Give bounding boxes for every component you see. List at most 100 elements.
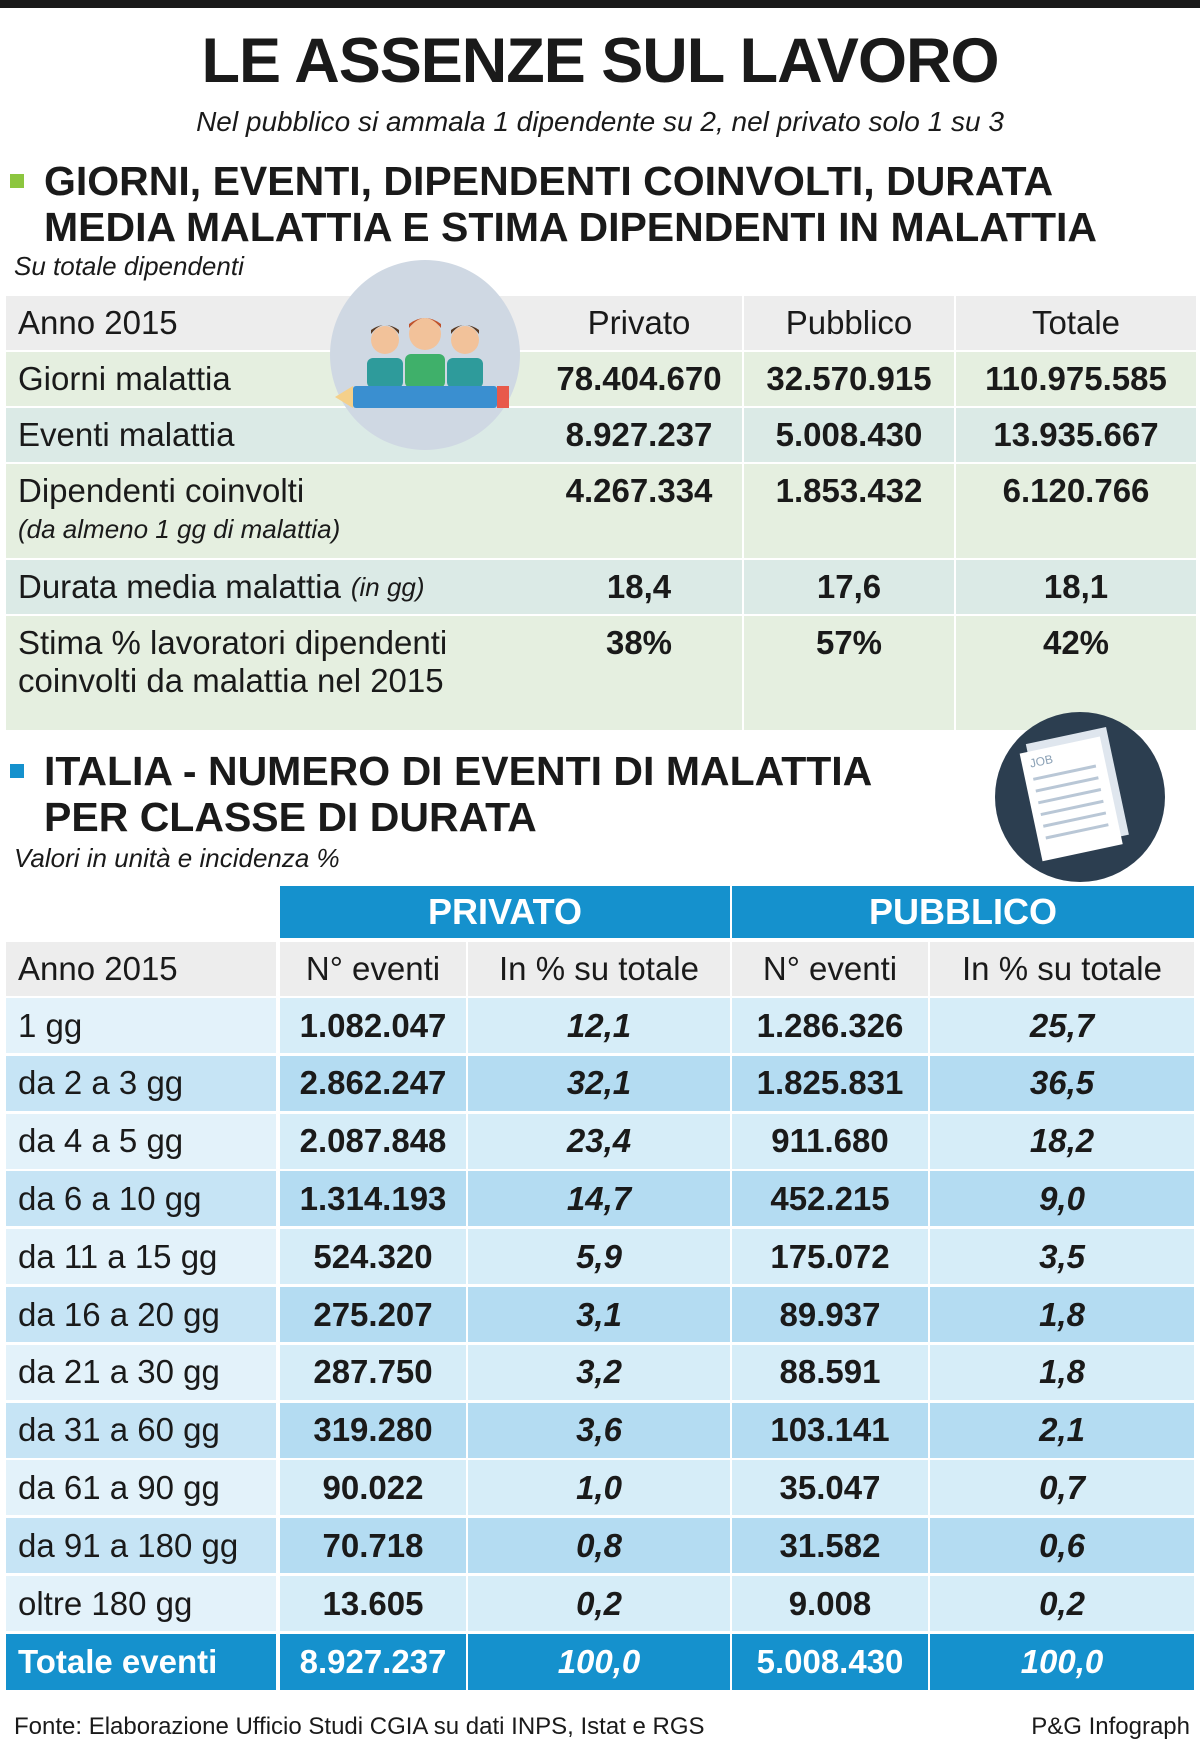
table2-value: 35.047: [732, 1460, 928, 1516]
table2-total-value: 5.008.430: [732, 1633, 928, 1690]
section2-note: Valori in unità e incidenza %: [14, 843, 340, 873]
table2-value: 0,2: [930, 1576, 1194, 1631]
table2-value: 3,6: [468, 1402, 730, 1458]
table1-value: 32.570.915: [744, 352, 954, 406]
table2-row-label: 1 gg: [6, 998, 276, 1053]
table2-row-label: oltre 180 gg: [6, 1576, 276, 1631]
table1-row-label: Dipendenti coinvolti (da almeno 1 gg di m…: [6, 464, 536, 558]
green-square-icon: [10, 174, 24, 188]
table2-value: 0,6: [930, 1518, 1194, 1574]
table2-value: 25,7: [930, 998, 1194, 1053]
row-label-subtext: coinvolti da malattia nel 2015: [18, 662, 444, 699]
top-rule: [0, 0, 1200, 8]
blue-square-icon: [10, 764, 24, 778]
table2-row-label: da 21 a 30 gg: [6, 1344, 276, 1400]
table2-value: 524.320: [280, 1229, 466, 1285]
page-title: LE ASSENZE SUL LAVORO: [201, 26, 1000, 96]
table2-total-value: 100,0: [930, 1633, 1194, 1690]
table2-total-value: 8.927.237: [280, 1633, 466, 1690]
row-label-subtext: (in gg): [350, 572, 425, 602]
section2-title: ITALIA - NUMERO DI EVENTI DI MALATTIA PE…: [10, 748, 872, 840]
table2-value: 18,2: [930, 1113, 1194, 1169]
table1-header-col: Privato: [536, 296, 742, 350]
table2-value: 452.215: [732, 1171, 928, 1227]
table2-row-label: da 4 a 5 gg: [6, 1113, 276, 1169]
section2-title-line1: ITALIA - NUMERO DI EVENTI DI MALATTIA: [44, 748, 873, 794]
table1-value: 110.975.585: [956, 352, 1196, 406]
table2-header-col: N° eventi: [732, 942, 928, 996]
section1-note: Su totale dipendenti: [14, 251, 244, 281]
table1-value: 8.927.237: [536, 408, 742, 462]
table1-value: 1.853.432: [744, 464, 954, 558]
table2-value: 12,1: [468, 998, 730, 1053]
table2-value: 0,8: [468, 1518, 730, 1574]
row-label-subtext: (da almeno 1 gg di malattia): [18, 514, 341, 544]
table1-value: 18,4: [536, 560, 742, 614]
table2-value: 0,7: [930, 1460, 1194, 1516]
table2-value: 36,5: [930, 1055, 1194, 1111]
table1-value: 17,6: [744, 560, 954, 614]
table2-value: 275.207: [280, 1287, 466, 1342]
table2-value: 3,1: [468, 1287, 730, 1342]
row-label-text: Dipendenti coinvolti: [18, 472, 305, 509]
group-header-pubblico: PUBBLICO: [732, 886, 1194, 938]
table2-total-label: Totale eventi: [6, 1633, 276, 1690]
section2-title-line2: PER CLASSE DI DURATA: [44, 794, 537, 840]
section1-title-line1: GIORNI, EVENTI, DIPENDENTI COINVOLTI, DU…: [44, 158, 1054, 204]
table1-row-label: Stima % lavoratori dipendenti coinvolti d…: [6, 616, 536, 730]
table2-header-col: In % su totale: [468, 942, 730, 996]
table2-value: 1.314.193: [280, 1171, 466, 1227]
people-icon: [330, 260, 520, 450]
table1-value: 4.267.334: [536, 464, 742, 558]
table2-value: 1,8: [930, 1287, 1194, 1342]
table2-total-value: 100,0: [468, 1633, 730, 1690]
table2-value: 287.750: [280, 1344, 466, 1400]
table2-value: 2.862.247: [280, 1055, 466, 1111]
table1-header-col: Totale: [956, 296, 1196, 350]
table2-value: 1.286.326: [732, 998, 928, 1053]
table2-value: 175.072: [732, 1229, 928, 1285]
table2-row-label: da 6 a 10 gg: [6, 1171, 276, 1227]
table1-value: 78.404.670: [536, 352, 742, 406]
table2-value: 88.591: [732, 1344, 928, 1400]
table1-value: 38%: [536, 616, 742, 730]
section1-title-line2: MEDIA MALATTIA E STIMA DIPENDENTI IN MAL…: [44, 204, 1098, 250]
table2-value: 911.680: [732, 1113, 928, 1169]
table2-value: 5,9: [468, 1229, 730, 1285]
table2-header-col: N° eventi: [280, 942, 466, 996]
table2-header-col: In % su totale: [930, 942, 1194, 996]
table2-value: 3,5: [930, 1229, 1194, 1285]
table1-value: 57%: [744, 616, 954, 730]
table2-row-label: da 61 a 90 gg: [6, 1460, 276, 1516]
table2-value: 0,2: [468, 1576, 730, 1631]
credit-note: P&G Infograph: [1031, 1713, 1190, 1740]
table2-value: 2.087.848: [280, 1113, 466, 1169]
table2-header-year: Anno 2015: [6, 942, 276, 996]
table2-value: 1.082.047: [280, 998, 466, 1053]
table2-value: 2,1: [930, 1402, 1194, 1458]
table2-value: 1.825.831: [732, 1055, 928, 1111]
table2-value: 9,0: [930, 1171, 1194, 1227]
table2-value: 319.280: [280, 1402, 466, 1458]
table1-row-label: Durata media malattia (in gg): [6, 560, 536, 614]
document-icon: JOB: [995, 712, 1165, 882]
table2-value: 1,0: [468, 1460, 730, 1516]
table2-row-label: da 91 a 180 gg: [6, 1518, 276, 1574]
table2-row-label: da 31 a 60 gg: [6, 1402, 276, 1458]
table1-value: 42%: [956, 616, 1196, 730]
table1-value: 5.008.430: [744, 408, 954, 462]
table2-value: 103.141: [732, 1402, 928, 1458]
table2-value: 13.605: [280, 1576, 466, 1631]
source-note: Fonte: Elaborazione Ufficio Studi CGIA s…: [14, 1713, 705, 1740]
row-label-text: Stima % lavoratori dipendenti: [18, 624, 448, 661]
table2-value: 32,1: [468, 1055, 730, 1111]
row-label-text: Giorni malattia: [18, 360, 231, 397]
page-subtitle: Nel pubblico si ammala 1 dipendente su 2…: [196, 106, 1004, 137]
table2-row-label: da 16 a 20 gg: [6, 1287, 276, 1342]
section1-title: GIORNI, EVENTI, DIPENDENTI COINVOLTI, DU…: [10, 158, 1097, 250]
table2-row-label: da 11 a 15 gg: [6, 1229, 276, 1285]
table1-header-col: Pubblico: [744, 296, 954, 350]
table2-row-label: da 2 a 3 gg: [6, 1055, 276, 1111]
table2-value: 31.582: [732, 1518, 928, 1574]
table2-value: 3,2: [468, 1344, 730, 1400]
